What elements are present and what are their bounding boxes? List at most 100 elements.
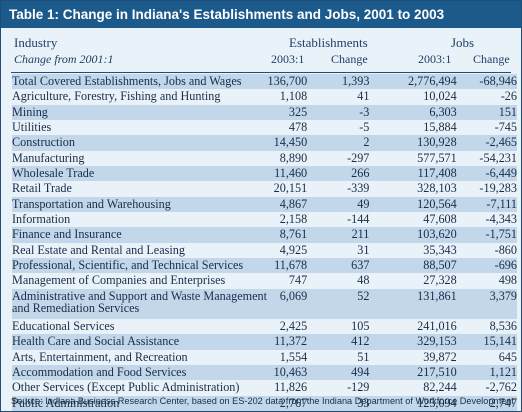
cell-jobs: 2,776,494 bbox=[371, 74, 457, 90]
cell-est-chg: -5 bbox=[359, 120, 370, 135]
table-row: Management of Companies and Enterprises 7… bbox=[12, 273, 517, 288]
table-row: Agriculture, Forestry, Fishing and Hunti… bbox=[12, 89, 517, 104]
table-row: Wholesale Trade 11,460 266 117,408 -6,449 bbox=[12, 166, 517, 182]
table-row: Administrative and Support and Waste Man… bbox=[12, 288, 517, 319]
cell-est-chg: 52 bbox=[307, 288, 372, 319]
cell-est-chg: 412 bbox=[307, 334, 372, 350]
cell-industry: Construction bbox=[12, 135, 267, 151]
header-establishments: Establishments bbox=[289, 35, 368, 50]
data-table: Total Covered Establishments, Jobs and W… bbox=[12, 74, 517, 411]
cell-est-chg: 1,393 bbox=[307, 74, 372, 90]
cell-industry: Information bbox=[12, 212, 71, 227]
cell-jobs-chg: 151 bbox=[456, 104, 517, 121]
cell-jobs: 35,343 bbox=[423, 242, 457, 257]
table-row: Utilities 478 -5 15,884 -745 bbox=[12, 120, 517, 135]
cell-jobs-chg: -1,751 bbox=[456, 227, 517, 243]
cell-est-chg: 51 bbox=[357, 349, 370, 364]
table-row: Professional, Scientific, and Technical … bbox=[12, 258, 517, 274]
table-row: Educational Services 2,425 105 241,016 8,536 bbox=[12, 319, 517, 334]
cell-industry: Manufacturing bbox=[12, 150, 85, 165]
cell-jobs-chg: 2,747 bbox=[456, 395, 517, 411]
cell-jobs-chg: -860 bbox=[494, 242, 517, 257]
cell-est-chg: -297 bbox=[347, 150, 370, 165]
cell-est-chg: 41 bbox=[357, 89, 370, 104]
cell-est: 14,450 bbox=[267, 135, 308, 151]
cell-jobs: 82,244 bbox=[423, 380, 457, 395]
cell-industry: Administrative and Support and Waste Man… bbox=[12, 288, 267, 319]
cell-est-chg: 637 bbox=[307, 258, 372, 274]
cell-jobs-chg: -6,449 bbox=[456, 166, 517, 182]
cell-industry: Management of Companies and Enterprises bbox=[12, 273, 226, 288]
cell-jobs-chg: -696 bbox=[456, 258, 517, 274]
cell-est: 747 bbox=[288, 273, 308, 288]
cell-est: 136,700 bbox=[267, 74, 308, 90]
table-row: Public Administration 2,767 33 125,094 2,747 bbox=[12, 395, 517, 411]
cell-est: 2,425 bbox=[279, 318, 308, 333]
cell-industry: Finance and Insurance bbox=[12, 227, 267, 243]
header-industry-sub: Change from 2001:1 bbox=[14, 52, 114, 66]
cell-est-chg: -129 bbox=[347, 380, 370, 395]
cell-est-chg: -339 bbox=[347, 181, 370, 196]
cell-industry: Educational Services bbox=[12, 318, 115, 333]
header-jobs-change: Change bbox=[473, 52, 510, 66]
table-row: Total Covered Establishments, Jobs and W… bbox=[12, 74, 517, 90]
header-jobs: Jobs bbox=[451, 35, 475, 50]
header-est-level: 2003:1 bbox=[271, 52, 305, 66]
cell-jobs: 15,884 bbox=[423, 120, 457, 135]
cell-jobs: 329,153 bbox=[371, 334, 457, 350]
table-row: Real Estate and Rental and Leasing 4,925 3… bbox=[12, 243, 517, 258]
cell-jobs-chg: 645 bbox=[498, 349, 517, 364]
cell-est: 1,108 bbox=[279, 89, 308, 104]
header-est-change: Change bbox=[331, 52, 368, 66]
cell-est: 2,158 bbox=[279, 212, 308, 227]
table-row: Transportation and Warehousing 4,867 49 120… bbox=[12, 196, 517, 213]
cell-jobs-chg: 3,379 bbox=[456, 288, 517, 319]
cell-industry: Health Care and Social Assistance bbox=[12, 334, 267, 350]
cell-jobs-chg: -54,231 bbox=[479, 150, 517, 165]
cell-jobs: 39,872 bbox=[423, 349, 457, 364]
cell-jobs-chg: -2,465 bbox=[456, 135, 517, 151]
cell-est-chg: -144 bbox=[347, 212, 370, 227]
header-divider bbox=[11, 72, 511, 73]
cell-est: 8,890 bbox=[279, 150, 308, 165]
table-row: Manufacturing 8,890 -297 577,571 -54,231 bbox=[12, 151, 517, 166]
cell-est-chg: 2 bbox=[307, 135, 372, 151]
cell-est: 2,767 bbox=[267, 395, 308, 411]
cell-est: 20,151 bbox=[273, 181, 308, 196]
cell-jobs: 120,564 bbox=[371, 196, 457, 213]
table-row: Other Services (Except Public Administra… bbox=[12, 380, 517, 395]
cell-jobs: 10,024 bbox=[423, 89, 457, 104]
cell-est: 325 bbox=[267, 104, 308, 121]
header-industry: Industry bbox=[14, 35, 58, 50]
cell-jobs-chg: -68,946 bbox=[456, 74, 517, 90]
cell-est: 11,678 bbox=[267, 258, 308, 274]
cell-industry: Retail Trade bbox=[12, 181, 72, 196]
cell-jobs-chg: 15,141 bbox=[456, 334, 517, 350]
cell-industry: Real Estate and Rental and Leasing bbox=[12, 242, 185, 257]
cell-est-chg: 48 bbox=[357, 273, 370, 288]
cell-jobs-chg: 498 bbox=[498, 273, 517, 288]
cell-est: 478 bbox=[288, 120, 308, 135]
cell-est-chg: 105 bbox=[351, 318, 370, 333]
cell-jobs: 103,620 bbox=[371, 227, 457, 243]
cell-jobs-chg: -2,762 bbox=[485, 380, 517, 395]
cell-industry: Transportation and Warehousing bbox=[12, 196, 267, 213]
cell-industry: Wholesale Trade bbox=[12, 166, 267, 182]
table-row: Information 2,158 -144 47,608 -4,343 bbox=[12, 212, 517, 227]
source-note: Source: Indiana Business Research Center… bbox=[11, 396, 514, 406]
cell-est-chg: 266 bbox=[307, 166, 372, 182]
cell-jobs-chg: 8,536 bbox=[489, 318, 517, 333]
cell-jobs-chg: 1,121 bbox=[456, 364, 517, 381]
cell-est: 10,463 bbox=[267, 364, 308, 381]
cell-est: 4,867 bbox=[267, 196, 308, 213]
cell-est: 11,372 bbox=[267, 334, 308, 350]
cell-est: 6,069 bbox=[267, 288, 308, 319]
cell-est-chg: 33 bbox=[307, 395, 372, 411]
table-row: Mining 325 -3 6,303 151 bbox=[12, 104, 517, 121]
cell-est-chg: 494 bbox=[307, 364, 372, 381]
cell-est: 11,826 bbox=[274, 380, 308, 395]
cell-est: 11,460 bbox=[267, 166, 308, 182]
cell-industry: Utilities bbox=[12, 120, 52, 135]
cell-industry: Arts, Entertainment, and Recreation bbox=[12, 349, 188, 364]
header-jobs-level: 2003:1 bbox=[418, 52, 452, 66]
